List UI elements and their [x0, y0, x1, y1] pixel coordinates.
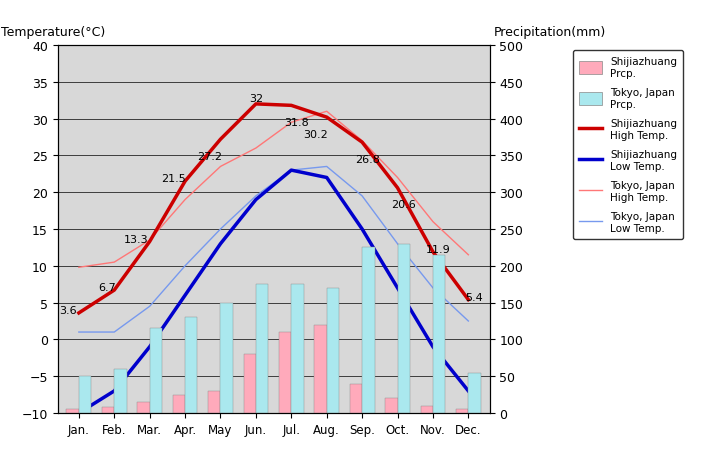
- Bar: [315, 325, 327, 413]
- Bar: [114, 369, 127, 413]
- Bar: [327, 288, 339, 413]
- Bar: [220, 303, 233, 413]
- Bar: [385, 398, 397, 413]
- Bar: [243, 354, 256, 413]
- Bar: [420, 406, 433, 413]
- Bar: [292, 285, 304, 413]
- Text: 32: 32: [249, 94, 263, 104]
- Text: 31.8: 31.8: [284, 118, 309, 128]
- Bar: [397, 244, 410, 413]
- Bar: [138, 402, 150, 413]
- Bar: [66, 409, 79, 413]
- Bar: [468, 373, 481, 413]
- Text: 6.7: 6.7: [99, 283, 116, 293]
- Text: Temperature(°C): Temperature(°C): [1, 26, 106, 39]
- Bar: [79, 376, 91, 413]
- Legend: Shijiazhuang
Prcp., Tokyo, Japan
Prcp., Shijiazhuang
High Temp., Shijiazhuang
Lo: Shijiazhuang Prcp., Tokyo, Japan Prcp., …: [572, 51, 683, 240]
- Text: 3.6: 3.6: [59, 305, 76, 315]
- Text: 20.6: 20.6: [391, 200, 415, 210]
- Text: 26.8: 26.8: [355, 155, 380, 164]
- Bar: [150, 329, 162, 413]
- Text: 30.2: 30.2: [303, 129, 328, 140]
- Text: 5.4: 5.4: [465, 292, 483, 302]
- Text: 13.3: 13.3: [123, 234, 148, 244]
- Bar: [279, 332, 292, 413]
- Bar: [173, 395, 185, 413]
- Bar: [456, 409, 468, 413]
- Bar: [185, 318, 197, 413]
- Text: 11.9: 11.9: [426, 245, 451, 254]
- Bar: [256, 285, 269, 413]
- Bar: [433, 255, 446, 413]
- Bar: [350, 384, 362, 413]
- Text: 27.2: 27.2: [197, 151, 222, 162]
- Text: 21.5: 21.5: [161, 174, 186, 184]
- Bar: [208, 391, 220, 413]
- Bar: [102, 407, 114, 413]
- Bar: [362, 248, 374, 413]
- Text: Precipitation(mm): Precipitation(mm): [494, 26, 606, 39]
